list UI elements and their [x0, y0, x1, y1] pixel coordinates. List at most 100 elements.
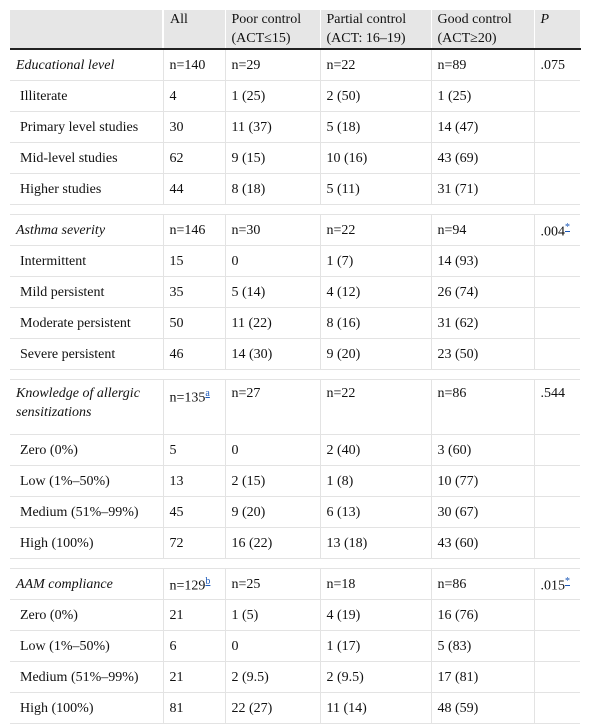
- cell-partial: 10 (16): [320, 142, 432, 174]
- cell-all: 45: [163, 496, 226, 528]
- footnote-link-star[interactable]: *: [565, 222, 570, 234]
- cell-p: [534, 245, 580, 277]
- cell-p: [534, 465, 580, 497]
- cell-good: n=89: [431, 49, 535, 81]
- cell-p: [534, 599, 580, 631]
- footnote-link-star[interactable]: *: [565, 576, 570, 588]
- cell-p: [534, 434, 580, 466]
- cell-partial: n=22: [320, 49, 432, 81]
- cell-all: 4: [163, 80, 226, 112]
- section-label: Asthma severity: [10, 214, 164, 246]
- cell-p: [534, 276, 580, 308]
- row-label: Primary level studies: [10, 111, 164, 143]
- cell-p: .075: [534, 49, 580, 81]
- cell-good: 14 (93): [431, 245, 535, 277]
- cell-partial: 8 (16): [320, 307, 432, 339]
- cell-all: 44: [163, 173, 226, 205]
- section-label: Educational level: [10, 49, 164, 81]
- cell-poor: 2 (9.5): [225, 661, 321, 693]
- cell-poor: n=27: [225, 379, 321, 435]
- section-label: AAM compliance: [10, 568, 164, 600]
- cell-poor: 22 (27): [225, 692, 321, 724]
- cell-p: [534, 173, 580, 205]
- table-row: High (100%) 81 22 (27) 11 (14) 48 (59): [10, 692, 580, 724]
- cell-p: [534, 142, 580, 174]
- cell-partial: 9 (20): [320, 338, 432, 370]
- cell-partial: 1 (8): [320, 465, 432, 497]
- cell-good: 1 (25): [431, 80, 535, 112]
- cell-all: 72: [163, 527, 226, 559]
- cell-partial: 5 (11): [320, 173, 432, 205]
- cell-p: .544: [534, 379, 580, 435]
- section-row-knowledge: Knowledge of allergic sensitizations n=1…: [10, 379, 580, 435]
- cell-good: 26 (74): [431, 276, 535, 308]
- cell-good: 31 (62): [431, 307, 535, 339]
- cell-all: n=140: [163, 49, 226, 81]
- table-row: High (100%) 72 16 (22) 13 (18) 43 (60): [10, 527, 580, 559]
- cell-partial: n=22: [320, 214, 432, 246]
- cell-partial: n=22: [320, 379, 432, 435]
- cell-poor: n=29: [225, 49, 321, 81]
- table-row: Moderate persistent 50 11 (22) 8 (16) 31 (62…: [10, 307, 580, 339]
- cell-poor: 9 (15): [225, 142, 321, 174]
- results-table: All Poor control (ACT≤15) Partial control…: [10, 10, 581, 724]
- section-row-asthma-severity: Asthma severity n=146 n=30 n=22 n=94 .00…: [10, 214, 580, 246]
- cell-good: 14 (47): [431, 111, 535, 143]
- cell-all: 81: [163, 692, 226, 724]
- section-label: Knowledge of allergic sensitizations: [10, 379, 164, 435]
- cell-poor: 0: [225, 434, 321, 466]
- cell-all: 30: [163, 111, 226, 143]
- cell-partial: 1 (17): [320, 630, 432, 662]
- cell-partial: 2 (50): [320, 80, 432, 112]
- cell-poor: n=30: [225, 214, 321, 246]
- footnote-link-a[interactable]: a: [205, 388, 210, 399]
- cell-good: 43 (69): [431, 142, 535, 174]
- cell-good: 30 (67): [431, 496, 535, 528]
- cell-poor: 14 (30): [225, 338, 321, 370]
- cell-all: n=135a: [163, 379, 226, 435]
- cell-partial: 6 (13): [320, 496, 432, 528]
- cell-poor: 8 (18): [225, 173, 321, 205]
- row-label: Mid-level studies: [10, 142, 164, 174]
- row-label: Mild persistent: [10, 276, 164, 308]
- row-label: High (100%): [10, 527, 164, 559]
- header-good: Good control (ACT≥20): [431, 10, 535, 50]
- header-blank: [10, 10, 164, 50]
- cell-good: 23 (50): [431, 338, 535, 370]
- cell-poor: 16 (22): [225, 527, 321, 559]
- cell-partial: 4 (19): [320, 599, 432, 631]
- table-row: Severe persistent 46 14 (30) 9 (20) 23 (50): [10, 338, 580, 370]
- row-label: Intermittent: [10, 245, 164, 277]
- table-row: Zero (0%) 5 0 2 (40) 3 (60): [10, 434, 580, 466]
- cell-poor: 1 (25): [225, 80, 321, 112]
- cell-good: 43 (60): [431, 527, 535, 559]
- cell-p: [534, 661, 580, 693]
- cell-poor: 5 (14): [225, 276, 321, 308]
- cell-good: 16 (76): [431, 599, 535, 631]
- cell-all: 21: [163, 661, 226, 693]
- cell-partial: 13 (18): [320, 527, 432, 559]
- row-label: Severe persistent: [10, 338, 164, 370]
- section-row-educational-level: Educational level n=140 n=29 n=22 n=89 .…: [10, 49, 580, 81]
- footnote-link-b[interactable]: b: [205, 576, 211, 588]
- cell-all: 35: [163, 276, 226, 308]
- cell-poor: n=25: [225, 568, 321, 600]
- table-row: Illiterate 4 1 (25) 2 (50) 1 (25): [10, 80, 580, 112]
- table-row: Low (1%–50%) 13 2 (15) 1 (8) 10 (77): [10, 465, 580, 497]
- cell-good: n=86: [431, 568, 535, 600]
- header-partial: Partial control (ACT: 16–19): [320, 10, 432, 50]
- cell-partial: 5 (18): [320, 111, 432, 143]
- cell-partial: 11 (14): [320, 692, 432, 724]
- table-row: Low (1%–50%) 6 0 1 (17) 5 (83): [10, 630, 580, 662]
- cell-partial: 2 (40): [320, 434, 432, 466]
- cell-all: 5: [163, 434, 226, 466]
- cell-all: 15: [163, 245, 226, 277]
- row-label: Zero (0%): [10, 434, 164, 466]
- cell-partial: n=18: [320, 568, 432, 600]
- cell-poor: 11 (37): [225, 111, 321, 143]
- cell-all: 21: [163, 599, 226, 631]
- cell-p: [534, 496, 580, 528]
- table-row: Medium (51%–99%) 21 2 (9.5) 2 (9.5) 17 (81): [10, 661, 580, 693]
- header-row: All Poor control (ACT≤15) Partial control…: [10, 10, 581, 50]
- table-row: Intermittent 15 0 1 (7) 14 (93): [10, 245, 580, 277]
